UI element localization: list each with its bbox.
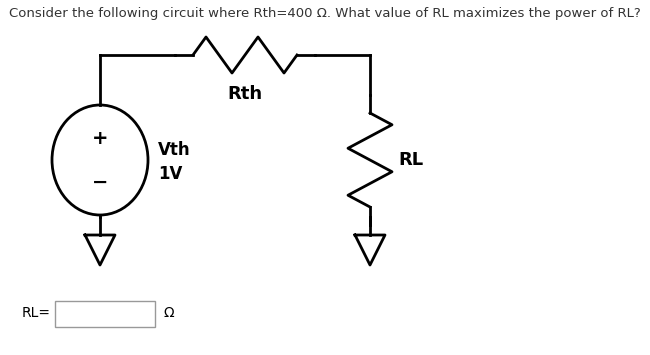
Text: Ω: Ω (163, 306, 174, 320)
Text: 1V: 1V (158, 165, 183, 183)
Text: −: − (92, 173, 108, 191)
Text: Vth: Vth (158, 141, 190, 159)
Text: RL=: RL= (22, 306, 51, 320)
Text: RL: RL (398, 151, 423, 169)
Text: Consider the following circuit where Rth=400 Ω. What value of RL maximizes the p: Consider the following circuit where Rth… (9, 7, 641, 20)
Text: +: + (92, 129, 109, 147)
FancyBboxPatch shape (55, 301, 155, 327)
Text: Rth: Rth (227, 85, 263, 103)
